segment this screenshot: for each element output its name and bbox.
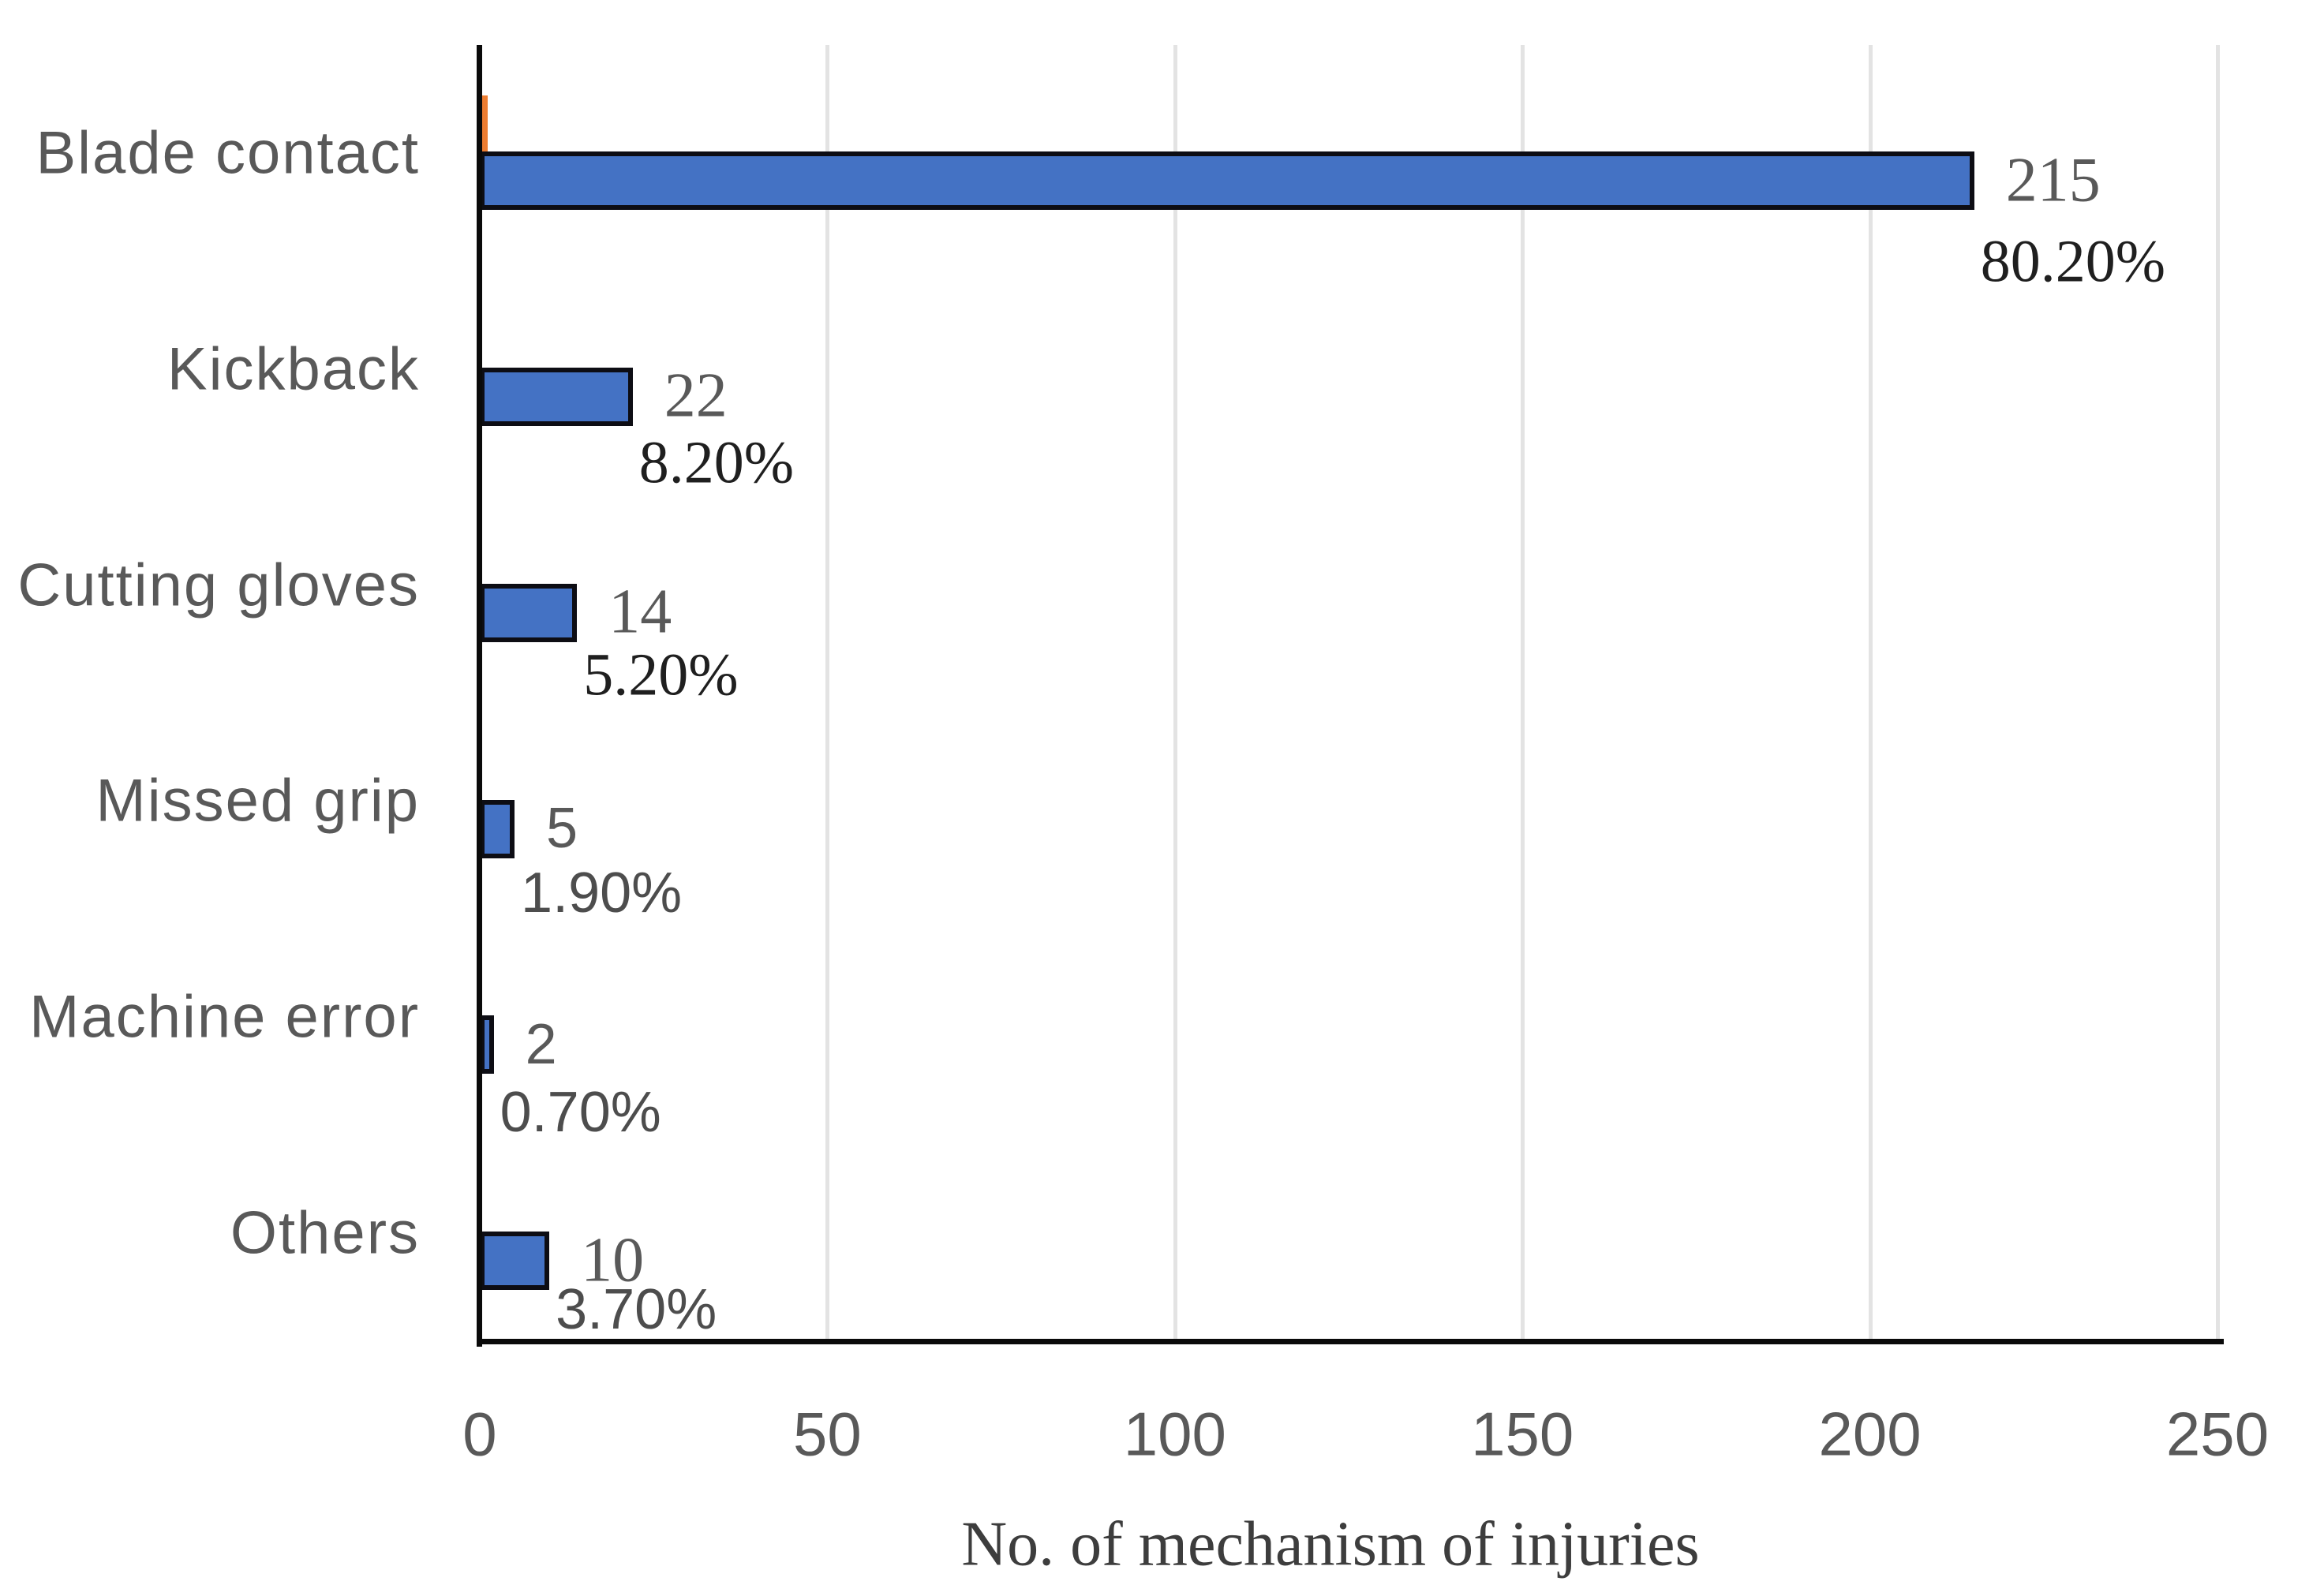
percent-label: 3.70% xyxy=(556,1277,717,1341)
gridline xyxy=(1868,45,1873,1344)
category-label: Machine error xyxy=(29,983,420,1051)
category-label: Others xyxy=(230,1199,420,1267)
x-tick-label: 150 xyxy=(1471,1399,1574,1469)
percent-label: 0.70% xyxy=(500,1080,661,1144)
x-tick-label: 100 xyxy=(1123,1399,1226,1469)
percent-label: 8.20% xyxy=(638,429,795,496)
count-label: 5 xyxy=(546,797,578,860)
bar-others xyxy=(480,1232,550,1291)
x-tick-label: 250 xyxy=(2165,1399,2270,1469)
x-axis-line xyxy=(477,1339,2224,1344)
percent-label: 1.90% xyxy=(521,862,683,925)
count-label: 2 xyxy=(525,1012,557,1076)
category-label: Missed grip xyxy=(95,767,420,835)
gridline xyxy=(1521,45,1525,1344)
percent-label: 80.20% xyxy=(1980,228,2166,294)
count-label: 22 xyxy=(664,361,728,431)
x-tick-label: 0 xyxy=(462,1399,497,1469)
count-label: 215 xyxy=(2005,145,2101,215)
category-label: Cutting gloves xyxy=(17,551,420,619)
gridline xyxy=(825,45,830,1344)
gridline xyxy=(1173,45,1177,1344)
count-label: 14 xyxy=(608,577,672,647)
orange-sliver xyxy=(482,95,488,152)
percent-label: 5.20% xyxy=(583,641,739,708)
category-label: Blade contact xyxy=(36,119,420,187)
y-axis-line xyxy=(477,45,482,1347)
category-label: Kickback xyxy=(167,335,420,403)
x-tick-label: 50 xyxy=(793,1399,862,1469)
x-axis-title: No. of mechanism of injuries xyxy=(961,1509,1700,1579)
bar-blade-contact xyxy=(480,151,1974,210)
bar-cutting-gloves xyxy=(480,583,578,642)
bar-kickback xyxy=(480,367,633,426)
count-label: 10 xyxy=(581,1225,645,1295)
x-tick-label: 200 xyxy=(1818,1399,1922,1469)
bar-missed-grip xyxy=(480,799,515,858)
gridline xyxy=(2216,45,2220,1344)
